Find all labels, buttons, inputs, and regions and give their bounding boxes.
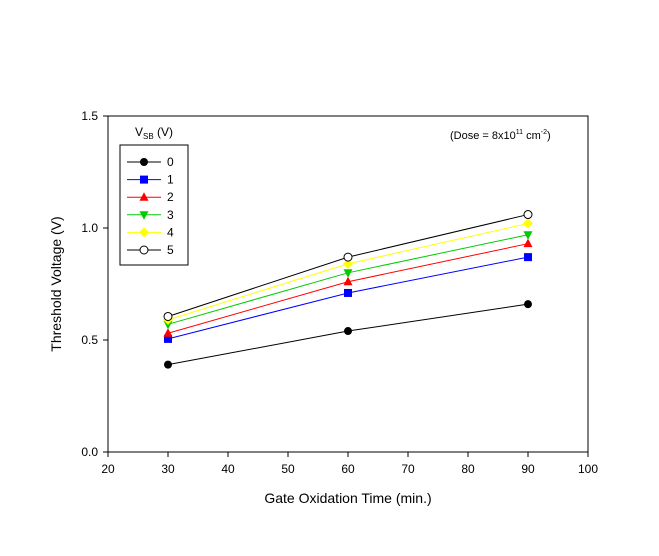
x-tick-label: 40 [221, 462, 235, 476]
data-point [164, 334, 172, 343]
legend-marker [140, 158, 148, 166]
dose-middle: cm [523, 130, 541, 142]
x-tick-label: 70 [401, 462, 415, 476]
y-axis-ticks: 0.0 0.5 1.0 1.5 [81, 109, 108, 459]
data-point [343, 276, 353, 286]
x-tick-label: 60 [341, 462, 355, 476]
legend-title-main: V [135, 125, 143, 139]
y-tick-label: 1.0 [81, 221, 98, 235]
legend-marker [139, 192, 149, 201]
data-point [524, 253, 532, 262]
x-tick-label: 20 [101, 462, 115, 476]
dose-suffix: ) [547, 130, 551, 142]
y-tick-label: 0.5 [81, 333, 98, 347]
data-point [164, 360, 172, 369]
series-0 [164, 300, 532, 369]
series-1 [164, 253, 532, 343]
dose-prefix: (Dose = 8x10 [450, 130, 516, 142]
legend-label: 2 [167, 190, 174, 204]
data-point [524, 300, 532, 309]
legend-label: 4 [167, 225, 174, 239]
y-tick-label: 1.5 [81, 109, 98, 123]
legend-label: 0 [167, 155, 174, 169]
x-tick-label: 100 [578, 462, 598, 476]
data-point [523, 238, 533, 248]
legend-item: 0 [127, 155, 174, 169]
legend-label: 3 [167, 208, 174, 222]
dose-exp-2: -2 [541, 129, 547, 136]
data-point [343, 269, 353, 278]
legend-label: 5 [167, 243, 174, 257]
legend-marker [139, 245, 149, 255]
legend-item: 2 [127, 190, 174, 204]
data-point [523, 218, 533, 229]
legend-marker [139, 211, 149, 220]
dose-annotation: (Dose = 8x1011 cm-2) [450, 129, 551, 142]
legend-marker [140, 175, 148, 184]
data-point [343, 258, 353, 269]
legend-box [119, 144, 189, 266]
y-tick-label: 0.0 [81, 445, 98, 459]
data-point [163, 328, 173, 337]
legend-item: 3 [127, 208, 174, 222]
data-point [163, 311, 173, 321]
data-point [163, 320, 173, 330]
legend-marker [139, 227, 149, 238]
data-point [344, 327, 352, 336]
series-3 [163, 231, 533, 330]
data-point [343, 252, 353, 262]
x-axis-ticks: 20 30 40 50 60 70 80 90 100 [101, 452, 598, 476]
x-tick-label: 80 [461, 462, 475, 476]
y-axis-label: Threshold Voltage (V) [48, 216, 64, 351]
series-5 [163, 210, 533, 321]
legend-item: 1 [127, 173, 174, 187]
data-point [344, 288, 352, 297]
data-point [523, 231, 533, 240]
dose-exp-1: 11 [516, 129, 523, 136]
legend-item: 4 [127, 225, 174, 239]
legend-title: VSB (V) [135, 125, 173, 141]
legend-label: 1 [167, 173, 174, 187]
series-2 [163, 238, 533, 337]
legend-item: 5 [127, 243, 174, 257]
series-layer [163, 210, 533, 369]
legend-title-sub: SB [143, 132, 154, 141]
x-tick-label: 50 [281, 462, 295, 476]
legend-items: 0 1 2 3 4 5 [127, 155, 174, 257]
x-axis-label: Gate Oxidation Time (min.) [264, 490, 431, 506]
legend-title-unit: (V) [154, 125, 173, 139]
x-tick-label: 90 [521, 462, 535, 476]
data-point [523, 210, 533, 220]
x-tick-label: 30 [161, 462, 175, 476]
